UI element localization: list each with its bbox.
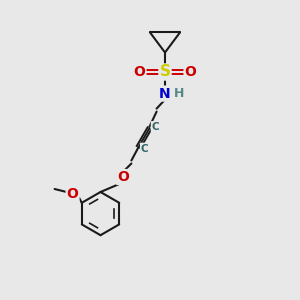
Text: C: C: [141, 143, 148, 154]
Text: C: C: [152, 122, 159, 132]
Text: O: O: [117, 170, 129, 184]
Text: O: O: [67, 188, 79, 201]
Text: S: S: [160, 64, 170, 80]
Text: O: O: [134, 65, 146, 79]
Text: O: O: [184, 65, 196, 79]
Text: H: H: [174, 87, 184, 100]
Text: N: N: [159, 87, 171, 100]
